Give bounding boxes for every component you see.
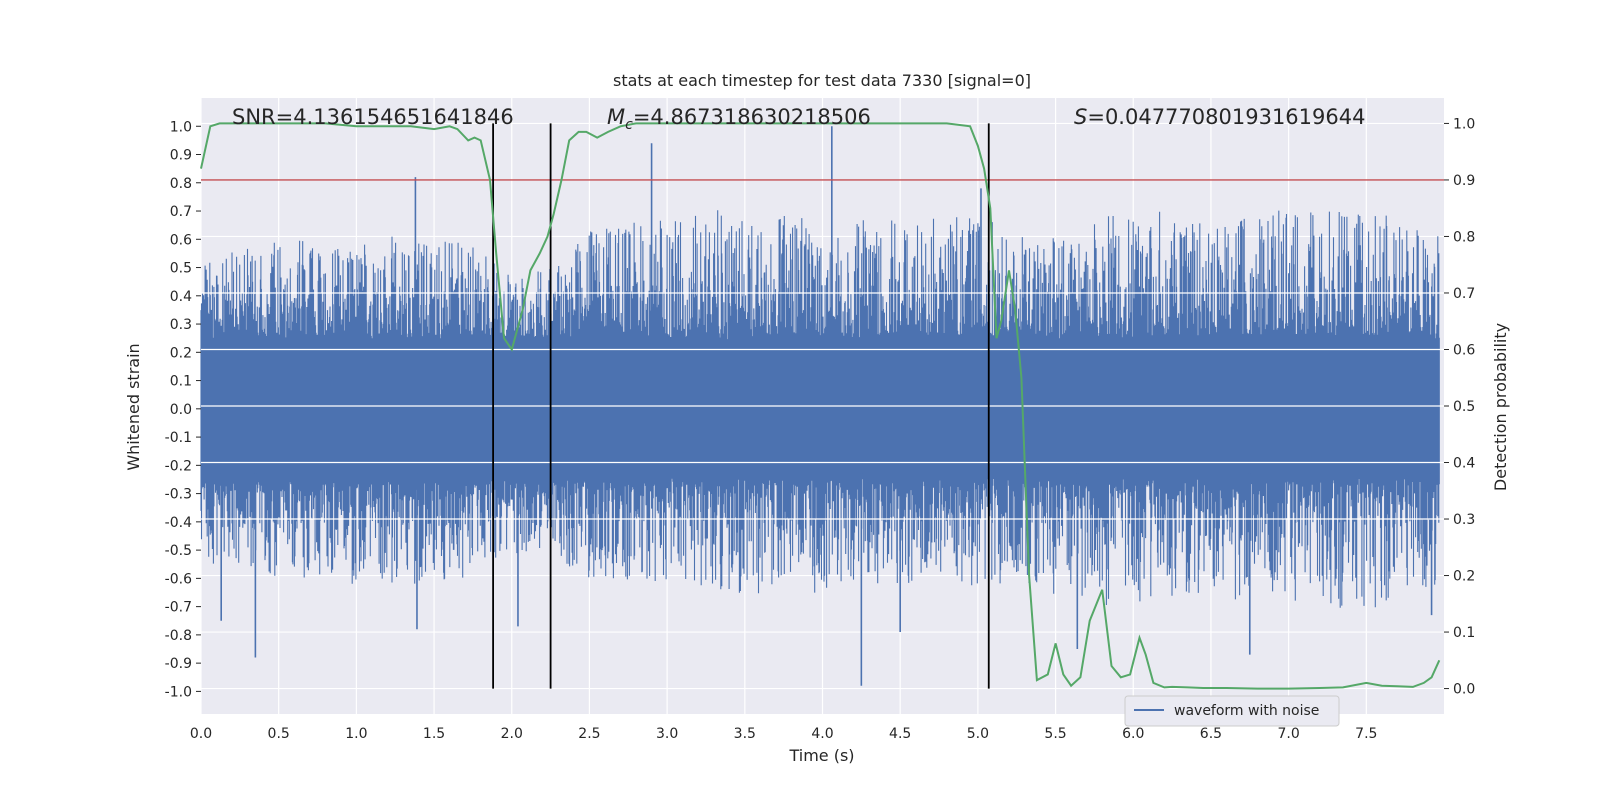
y-tick-label: -0.1 xyxy=(165,430,192,446)
x-tick-label: 4.0 xyxy=(811,726,833,742)
x-tick-label: 4.5 xyxy=(889,726,911,742)
y-tick-label: -0.7 xyxy=(165,600,192,616)
y-tick-label: 0.8 xyxy=(170,176,192,192)
x-tick-label: 3.5 xyxy=(734,726,756,742)
x-tick-label: 1.0 xyxy=(345,726,367,742)
y-tick-label: -0.9 xyxy=(165,656,192,672)
waveform-series xyxy=(200,126,1444,686)
y-tick-label: -0.5 xyxy=(165,543,192,559)
y-tick-label: 0.4 xyxy=(170,289,192,305)
x-tick-label: 5.0 xyxy=(967,726,989,742)
x-tick-label: 6.5 xyxy=(1200,726,1222,742)
y-tick-label: 0.5 xyxy=(170,261,192,277)
y-tick-label: 0.6 xyxy=(170,232,192,248)
s-annotation: S=0.047770801931619644 xyxy=(1074,105,1365,129)
y-tick-label: 0.9 xyxy=(170,148,192,164)
x-axis-label: Time (s) xyxy=(788,746,854,765)
legend-box xyxy=(1124,695,1340,727)
x-tick-label: 5.5 xyxy=(1044,726,1066,742)
s-value: =0.047770801931619644 xyxy=(1087,105,1365,129)
chirp-mass-annotation: Mc=4.867318630218506 xyxy=(607,105,871,133)
x-tick-label: 1.5 xyxy=(423,726,445,742)
legend-label: waveform with noise xyxy=(1174,703,1319,719)
probability-series xyxy=(200,122,1441,690)
x-tick-label: 7.0 xyxy=(1277,726,1299,742)
y-tick-label: -0.4 xyxy=(165,515,192,531)
y2-tick-label: 0.1 xyxy=(1453,625,1475,641)
waveform-core xyxy=(201,343,1440,474)
x-tick-label: 6.0 xyxy=(1122,726,1144,742)
s-symbol: S xyxy=(1074,105,1087,129)
y-tick-label: -1.0 xyxy=(165,684,192,700)
y2-tick-label: 0.4 xyxy=(1453,456,1475,472)
y-tick-label: 0.7 xyxy=(170,204,192,220)
x-tick-label: 2.5 xyxy=(578,726,600,742)
x-tick-label: 3.0 xyxy=(656,726,678,742)
y2-tick-label: 0.5 xyxy=(1453,399,1475,415)
chart-title: stats at each timestep for test data 733… xyxy=(613,71,1031,90)
legend: waveform with noise xyxy=(1124,695,1340,727)
x-tick-label: 7.5 xyxy=(1355,726,1377,742)
y-axis-label: Whitened strain xyxy=(124,343,143,470)
y-tick-label: -0.6 xyxy=(165,571,192,587)
x-tick-label: 0.0 xyxy=(190,726,212,742)
ticks: 0.0 0.5 1.0 1.5 2.0 2.5 3.0 3.5 4.0 4.5 5.0 5.5 6.0 6… xyxy=(165,116,1476,742)
chirp-mass-subscript: c xyxy=(625,117,633,133)
x-tick-label: 2.0 xyxy=(501,726,523,742)
y2-tick-label: 0.6 xyxy=(1453,342,1475,358)
y-tick-label: -0.3 xyxy=(165,487,192,503)
chirp-mass-symbol: M xyxy=(607,105,625,129)
x-tick-label: 0.5 xyxy=(268,726,290,742)
y-tick-label: 0.2 xyxy=(170,345,192,361)
y-tick-label: -0.8 xyxy=(165,628,192,644)
y-tick-label: 1.0 xyxy=(170,119,192,135)
y2-tick-label: 0.0 xyxy=(1453,682,1475,698)
y-tick-label: 0.3 xyxy=(170,317,192,333)
y2-tick-label: 0.3 xyxy=(1453,512,1475,528)
probability-line xyxy=(200,122,1441,690)
y-tick-label: -0.2 xyxy=(165,458,192,474)
y2-tick-label: 1.0 xyxy=(1453,116,1475,132)
y-tick-label: 0.0 xyxy=(170,402,192,418)
y2-axis-label: Detection probability xyxy=(1491,323,1510,491)
chirp-mass-value: =4.867318630218506 xyxy=(633,105,871,129)
y2-tick-label: 0.7 xyxy=(1453,286,1475,302)
y-tick-label: 0.1 xyxy=(170,374,192,390)
y2-tick-label: 0.8 xyxy=(1453,229,1475,245)
snr-annotation: SNR=4.136154651641846 xyxy=(232,105,514,129)
y2-tick-label: 0.9 xyxy=(1453,173,1475,189)
y2-tick-label: 0.2 xyxy=(1453,569,1475,585)
